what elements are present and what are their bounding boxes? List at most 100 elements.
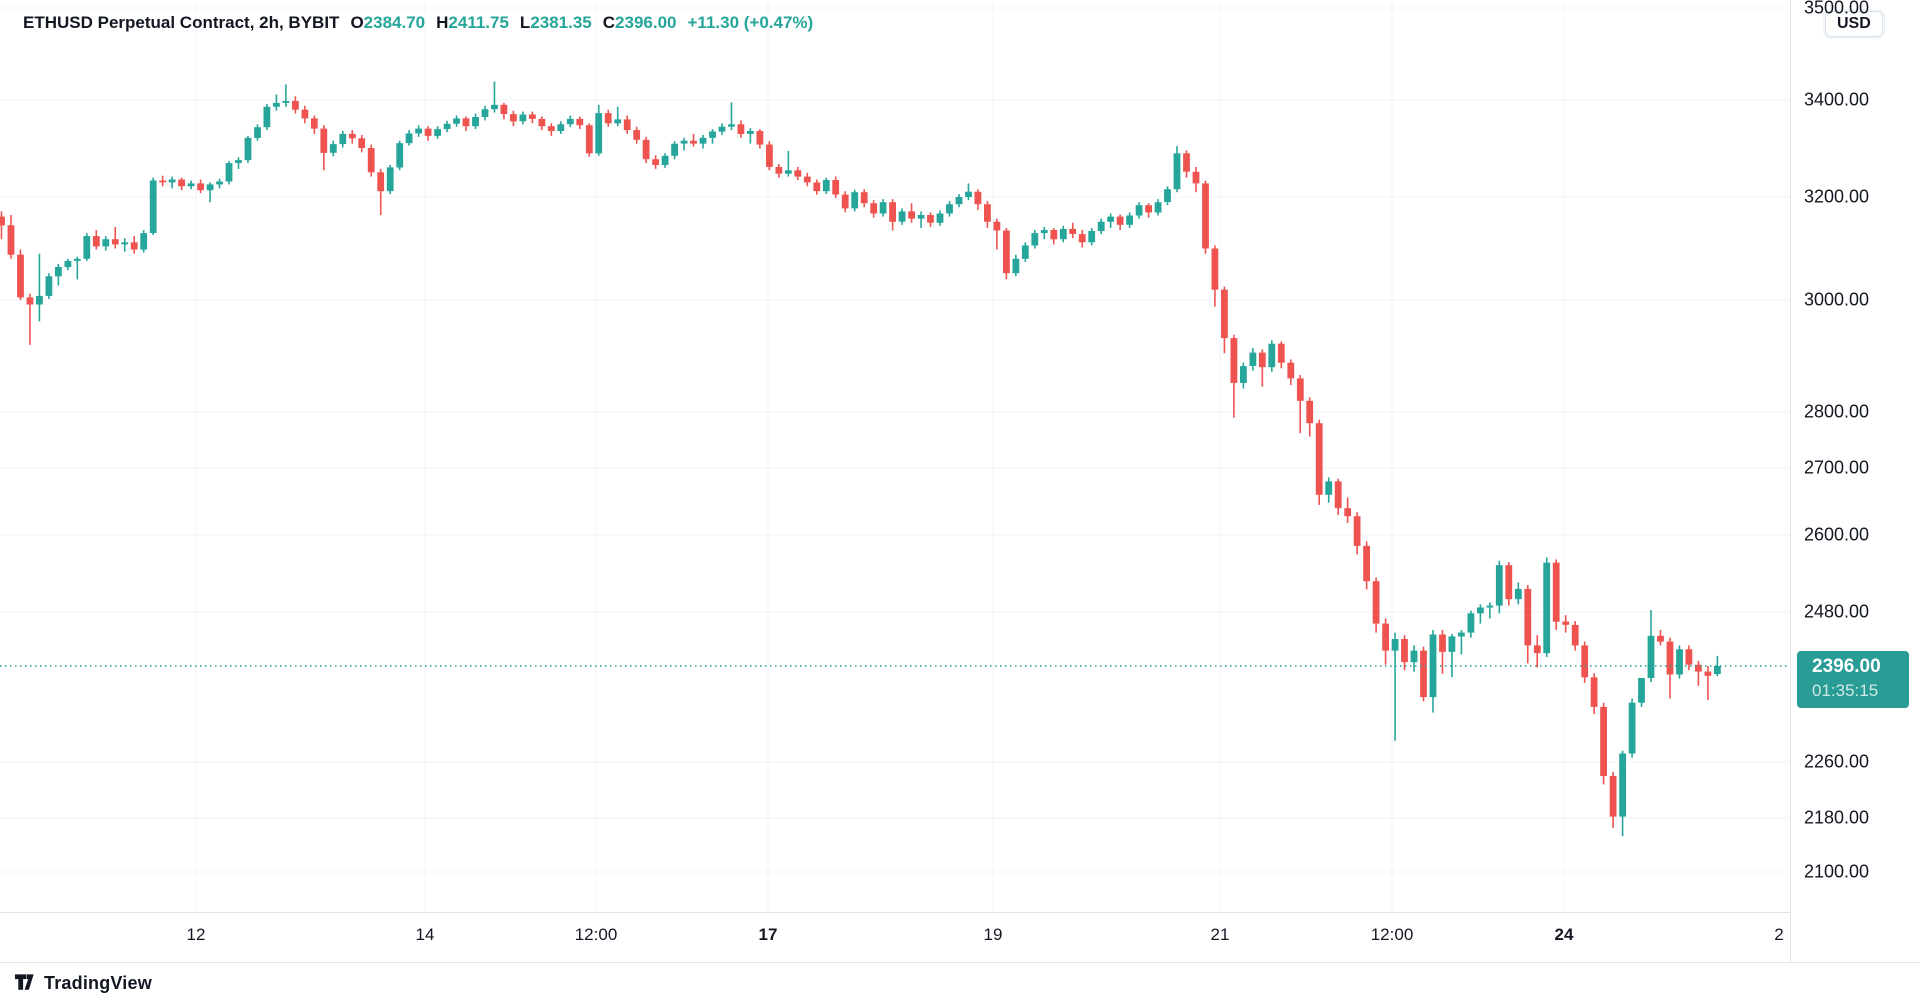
candle[interactable]	[529, 111, 536, 124]
candle[interactable]	[244, 135, 252, 164]
candle[interactable]	[1249, 348, 1257, 371]
candle[interactable]	[26, 293, 34, 345]
candle[interactable]	[510, 110, 517, 127]
candle[interactable]	[301, 105, 309, 124]
candle[interactable]	[1363, 541, 1370, 590]
candle[interactable]	[1003, 227, 1010, 280]
candle[interactable]	[320, 125, 328, 171]
candle[interactable]	[756, 129, 764, 149]
candle[interactable]	[794, 166, 802, 180]
candle[interactable]	[292, 96, 299, 114]
candle[interactable]	[1581, 641, 1589, 683]
candle[interactable]	[1571, 621, 1579, 651]
candle[interactable]	[1325, 477, 1333, 503]
candle[interactable]	[1505, 562, 1513, 606]
candle[interactable]	[1467, 610, 1475, 638]
candle[interactable]	[396, 140, 404, 171]
candle[interactable]	[130, 236, 138, 254]
candle[interactable]	[415, 125, 422, 137]
candle[interactable]	[1353, 512, 1361, 555]
candle[interactable]	[1126, 212, 1133, 228]
time-axis[interactable]: 12 14 12:00 17 19 21 12:00 24 2	[0, 912, 1790, 963]
candle[interactable]	[652, 155, 659, 169]
candle[interactable]	[851, 189, 859, 212]
candle[interactable]	[841, 191, 849, 213]
candle[interactable]	[1192, 166, 1200, 193]
candle[interactable]	[1704, 666, 1712, 700]
candle[interactable]	[1533, 635, 1541, 668]
candle[interactable]	[1012, 254, 1020, 277]
candle[interactable]	[1040, 226, 1048, 240]
candle[interactable]	[1050, 227, 1058, 245]
candle[interactable]	[803, 172, 811, 187]
candle[interactable]	[699, 134, 707, 149]
candle[interactable]	[443, 120, 451, 132]
candle[interactable]	[1211, 245, 1219, 307]
candle[interactable]	[83, 233, 91, 261]
candle[interactable]	[1600, 702, 1607, 785]
candle[interactable]	[1107, 213, 1115, 228]
candle[interactable]	[1135, 202, 1143, 219]
candle[interactable]	[1230, 334, 1238, 418]
candle[interactable]	[1619, 750, 1626, 837]
candle[interactable]	[329, 140, 337, 157]
candle[interactable]	[974, 189, 982, 210]
candle[interactable]	[955, 194, 963, 208]
candle[interactable]	[718, 123, 726, 135]
candle[interactable]	[1458, 630, 1465, 655]
candle[interactable]	[1486, 602, 1494, 619]
tradingview-watermark[interactable]: TradingView	[14, 972, 152, 994]
candle[interactable]	[946, 201, 953, 217]
candle[interactable]	[168, 176, 176, 189]
candle[interactable]	[1495, 560, 1503, 614]
candle[interactable]	[1562, 615, 1570, 633]
candle[interactable]	[55, 263, 62, 286]
candle[interactable]	[1145, 203, 1152, 218]
candle[interactable]	[140, 230, 148, 253]
candle[interactable]	[386, 165, 394, 195]
candle[interactable]	[661, 153, 669, 168]
candle[interactable]	[45, 273, 53, 299]
candle[interactable]	[1429, 630, 1437, 713]
candle[interactable]	[576, 116, 584, 130]
candle[interactable]	[936, 210, 944, 226]
candle[interactable]	[1391, 632, 1399, 741]
candle[interactable]	[1031, 230, 1039, 249]
candle[interactable]	[1647, 610, 1655, 683]
candle[interactable]	[1410, 645, 1418, 672]
candle[interactable]	[1401, 635, 1408, 671]
candle[interactable]	[889, 199, 896, 231]
candle[interactable]	[585, 123, 593, 157]
candle[interactable]	[747, 128, 754, 144]
candle[interactable]	[927, 212, 934, 227]
candle[interactable]	[633, 126, 641, 144]
price-axis[interactable]: USD 2396.00 01:35:15 3500.00 3400.00 3200.…	[1790, 0, 1920, 962]
candle[interactable]	[1221, 286, 1228, 354]
candle[interactable]	[1287, 359, 1295, 386]
candle[interactable]	[310, 115, 318, 134]
candle[interactable]	[898, 208, 906, 225]
candle[interactable]	[92, 230, 100, 250]
candle[interactable]	[614, 106, 622, 127]
candle[interactable]	[557, 121, 565, 134]
candle[interactable]	[235, 157, 242, 169]
candle[interactable]	[1164, 186, 1171, 206]
candle[interactable]	[737, 120, 745, 138]
candle[interactable]	[64, 258, 72, 271]
candle[interactable]	[784, 150, 792, 177]
candle[interactable]	[197, 179, 204, 194]
candle[interactable]	[73, 256, 81, 280]
candle[interactable]	[102, 236, 110, 251]
candle[interactable]	[813, 179, 821, 195]
candle[interactable]	[1524, 585, 1532, 664]
candle[interactable]	[424, 126, 432, 141]
currency-button[interactable]: USD	[1825, 11, 1883, 37]
candle[interactable]	[822, 177, 830, 195]
candle[interactable]	[993, 218, 1001, 250]
candle[interactable]	[1059, 225, 1067, 243]
candle[interactable]	[225, 161, 233, 185]
candle[interactable]	[1306, 397, 1314, 437]
candle[interactable]	[595, 104, 603, 156]
candle[interactable]	[1676, 645, 1683, 679]
candle[interactable]	[1514, 582, 1522, 605]
